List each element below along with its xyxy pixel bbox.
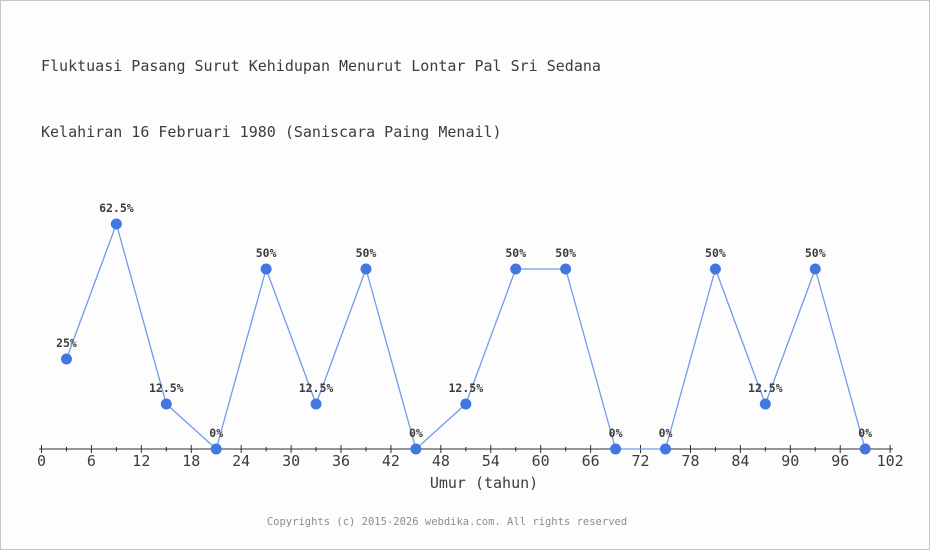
data-point bbox=[260, 263, 272, 275]
x-tick-label: 0 bbox=[37, 452, 46, 470]
x-tick-label: 102 bbox=[877, 452, 904, 470]
data-point bbox=[460, 398, 472, 410]
x-tick-label: 30 bbox=[282, 452, 300, 470]
point-label: 50% bbox=[256, 246, 277, 260]
x-tick-label: 84 bbox=[731, 452, 749, 470]
x-axis-label: Umur (tahun) bbox=[429, 474, 539, 492]
point-label: 0% bbox=[659, 426, 673, 440]
data-point bbox=[410, 443, 422, 455]
chart-title: Fluktuasi Pasang Surut Kehidupan Menurut… bbox=[41, 11, 601, 187]
data-point bbox=[759, 398, 771, 410]
point-label: 50% bbox=[505, 246, 526, 260]
point-label: 12.5% bbox=[449, 381, 484, 395]
x-tick-label: 24 bbox=[232, 452, 250, 470]
data-point bbox=[660, 443, 671, 455]
data-point bbox=[310, 398, 322, 410]
data-point bbox=[210, 443, 222, 455]
x-tick-label: 66 bbox=[582, 452, 600, 470]
x-tick-label: 12 bbox=[132, 452, 150, 470]
point-label: 50% bbox=[356, 246, 377, 260]
data-line bbox=[65, 223, 866, 450]
x-tick-label: 48 bbox=[432, 452, 450, 470]
x-tick-label: 60 bbox=[532, 452, 550, 470]
chart-title-line1: Fluktuasi Pasang Surut Kehidupan Menurut… bbox=[41, 57, 601, 75]
data-point bbox=[160, 398, 172, 410]
point-label: 0% bbox=[209, 426, 223, 440]
data-point bbox=[709, 263, 721, 275]
point-label: 12.5% bbox=[149, 381, 184, 395]
data-point bbox=[610, 443, 622, 455]
data-point bbox=[809, 263, 821, 275]
data-point bbox=[560, 263, 572, 275]
data-point bbox=[110, 218, 122, 230]
x-tick-label: 42 bbox=[382, 452, 400, 470]
data-point bbox=[510, 263, 522, 275]
x-tick-label: 54 bbox=[482, 452, 500, 470]
copyright-text: Copyrights (c) 2015-2026 webdika.com. Al… bbox=[266, 516, 628, 528]
point-label: 50% bbox=[705, 246, 726, 260]
point-label: 0% bbox=[409, 426, 423, 440]
point-label: 0% bbox=[609, 426, 623, 440]
point-label: 50% bbox=[805, 246, 826, 260]
point-label: 50% bbox=[555, 246, 576, 260]
chart-title-line2: Kelahiran 16 Februari 1980 (Saniscara Pa… bbox=[41, 123, 502, 141]
x-tick-label: 90 bbox=[781, 452, 799, 470]
data-point bbox=[60, 353, 72, 365]
x-tick-label: 36 bbox=[332, 452, 350, 470]
data-point bbox=[859, 443, 871, 455]
point-label: 12.5% bbox=[299, 381, 334, 395]
point-label: 25% bbox=[56, 336, 77, 350]
point-label: 62.5% bbox=[99, 201, 134, 215]
point-label: 12.5% bbox=[748, 381, 783, 395]
x-tick-label: 18 bbox=[182, 452, 200, 470]
point-label: 0% bbox=[858, 426, 872, 440]
x-tick-label: 6 bbox=[87, 452, 96, 470]
data-point bbox=[360, 263, 372, 275]
x-tick-label: 78 bbox=[681, 452, 699, 470]
x-tick-label: 72 bbox=[632, 452, 650, 470]
x-tick-label: 96 bbox=[831, 452, 849, 470]
